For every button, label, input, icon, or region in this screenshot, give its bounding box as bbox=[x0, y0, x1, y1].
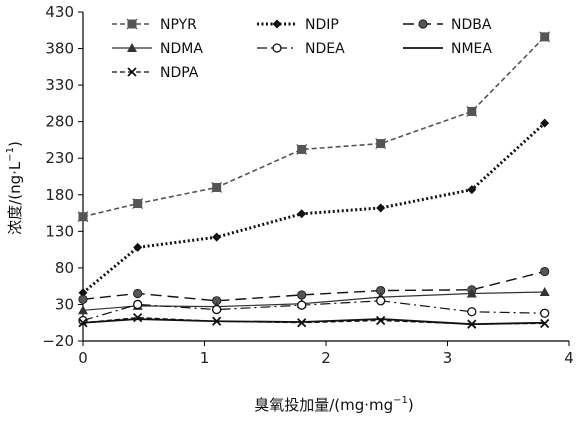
series-npyr-point-cross bbox=[466, 106, 478, 117]
series-ndpa-point bbox=[467, 319, 477, 329]
legend-npyr-marker-cross bbox=[126, 18, 138, 30]
legend-ndea-label: NDEA bbox=[305, 41, 345, 57]
legend-item-ndpa: NDPA bbox=[112, 65, 199, 81]
series-ndea-point bbox=[211, 304, 222, 315]
y-tick-label: 130 bbox=[45, 222, 74, 240]
legend-ndba-marker bbox=[418, 19, 428, 29]
series-ndea bbox=[78, 296, 550, 326]
series-ndpa-point bbox=[212, 316, 222, 326]
series-ndip-point bbox=[212, 232, 222, 242]
legend: NPYR NDIP NDBA NDMA NDEA NMEA NDPA bbox=[112, 17, 492, 81]
series-ndea-point bbox=[540, 308, 550, 318]
y-tick-label: 280 bbox=[45, 113, 74, 131]
series-ndea-point bbox=[467, 307, 477, 317]
y-tick-label: 380 bbox=[45, 40, 74, 58]
legend-ndma-label: NDMA bbox=[160, 41, 203, 57]
series-ndip bbox=[78, 118, 550, 298]
series-ndip-point bbox=[78, 288, 88, 298]
series-npyr-point-cross bbox=[375, 138, 387, 150]
series-npyr-point-cross bbox=[77, 211, 89, 223]
series-ndip-point bbox=[133, 242, 143, 252]
y-tick-label: 330 bbox=[45, 76, 74, 94]
legend-item-ndma: NDMA bbox=[112, 41, 203, 57]
series-ndba-point bbox=[297, 290, 307, 300]
series-ndpa bbox=[78, 312, 550, 329]
series-ndba-point bbox=[133, 288, 143, 299]
x-axis-ticks: 0 1 2 3 4 bbox=[78, 341, 574, 367]
legend-item-npyr: NPYR bbox=[112, 17, 197, 33]
x-tick-label: 3 bbox=[443, 349, 453, 367]
y-tick-label: 430 bbox=[45, 3, 74, 21]
legend-ndba-label: NDBA bbox=[451, 17, 492, 33]
legend-npyr-label: NPYR bbox=[160, 17, 197, 33]
series-ndpa-point bbox=[376, 315, 386, 326]
legend-ndpa-label: NDPA bbox=[160, 65, 199, 81]
series-layer bbox=[77, 31, 551, 329]
series-ndea-point bbox=[297, 300, 307, 310]
y-axis-title: 浓度/(ng·L−1) bbox=[5, 141, 24, 235]
series-ndip-point bbox=[540, 118, 550, 128]
series-npyr bbox=[77, 31, 551, 223]
series-ndpa-point bbox=[297, 318, 307, 328]
legend-ndip-marker bbox=[272, 19, 282, 29]
legend-ndma-marker bbox=[127, 43, 137, 52]
legend-nmea-label: NMEA bbox=[451, 41, 492, 57]
series-npyr-point-cross bbox=[539, 31, 551, 43]
y-tick-label: 180 bbox=[45, 186, 74, 204]
series-ndma-point bbox=[539, 287, 550, 297]
y-axis-ticks: −20 30 80 130 180 230 280 330 380 430 bbox=[42, 3, 83, 350]
series-ndma bbox=[78, 287, 550, 315]
series-ndip-point bbox=[297, 209, 307, 219]
series-npyr-point-cross bbox=[296, 144, 308, 155]
series-ndpa-point bbox=[540, 318, 550, 329]
series-npyr-point-cross bbox=[132, 198, 144, 209]
series-ndma-point bbox=[466, 288, 477, 298]
series-npyr-point-cross bbox=[211, 182, 223, 193]
x-tick-label: 1 bbox=[200, 349, 210, 367]
series-ndea-point bbox=[133, 299, 143, 310]
x-tick-label: 4 bbox=[564, 349, 574, 367]
legend-ndpa-marker bbox=[127, 67, 137, 77]
series-ndba bbox=[78, 266, 550, 306]
y-tick-label: 230 bbox=[45, 149, 74, 167]
x-tick-label: 0 bbox=[78, 349, 88, 367]
y-tick-label: 30 bbox=[55, 295, 74, 313]
series-ndma-point bbox=[78, 305, 88, 315]
legend-item-ndba: NDBA bbox=[403, 17, 492, 33]
axes bbox=[82, 12, 569, 342]
legend-item-nmea: NMEA bbox=[403, 41, 492, 57]
series-ndba-point bbox=[78, 294, 88, 304]
legend-ndip-label: NDIP bbox=[305, 17, 339, 33]
x-axis-title: 臭氧投加量/(mg·mg−1) bbox=[254, 395, 414, 414]
series-ndip-point bbox=[467, 185, 477, 195]
x-tick-label: 2 bbox=[321, 349, 331, 367]
series-ndea-point bbox=[376, 296, 386, 306]
legend-item-ndip: NDIP bbox=[257, 17, 339, 33]
legend-item-ndea: NDEA bbox=[257, 41, 345, 57]
y-tick-label: 80 bbox=[55, 259, 74, 277]
series-ndip-point bbox=[376, 203, 386, 213]
series-ndba-point bbox=[540, 266, 550, 277]
series-ndpa-point bbox=[133, 312, 143, 323]
series-ndpa-point bbox=[78, 318, 88, 328]
legend-ndea-marker bbox=[272, 43, 282, 53]
y-tick-label: −20 bbox=[42, 332, 74, 350]
